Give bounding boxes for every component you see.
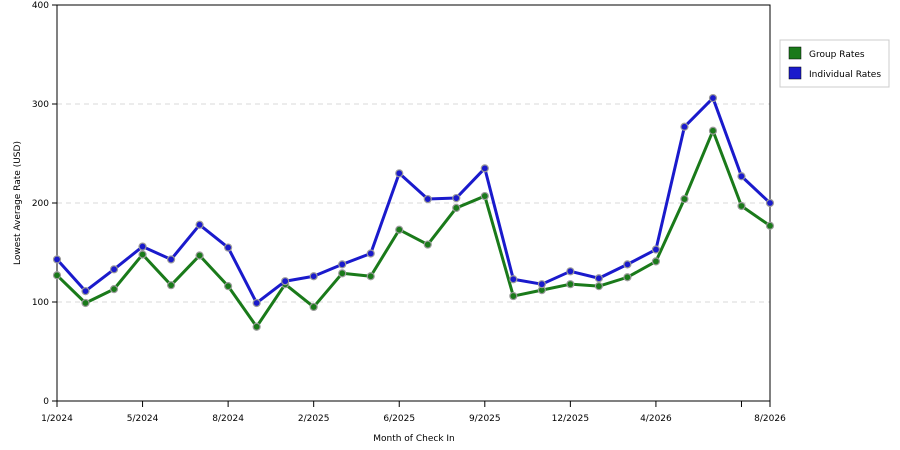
x-tick-label: 4/2026	[640, 414, 672, 424]
x-tick-label: 12/2025	[552, 414, 589, 424]
series-layer	[52, 93, 775, 331]
data-point-individual-rates	[338, 260, 347, 269]
data-point-individual-rates	[680, 122, 689, 131]
data-point-group-rates	[138, 250, 147, 259]
x-tick-label: 2/2025	[298, 414, 330, 424]
data-point-group-rates	[623, 273, 632, 282]
data-point-group-rates	[737, 201, 746, 211]
data-point-individual-rates	[252, 298, 261, 308]
data-point-individual-rates	[395, 169, 404, 178]
data-point-individual-rates	[81, 287, 90, 296]
data-point-individual-rates	[509, 275, 518, 284]
y-tick-label: 300	[32, 100, 49, 110]
data-point-individual-rates	[309, 272, 318, 281]
data-point-group-rates	[452, 203, 461, 213]
x-axis: 1/2024 5/2024 8/2024 2/2025 6/2025 9/2025 12/2…	[41, 401, 786, 424]
x-tick-label: 6/2025	[383, 414, 415, 424]
data-point-individual-rates	[737, 172, 746, 181]
x-tick-label: 5/2024	[127, 414, 159, 424]
data-point-group-rates	[309, 302, 318, 312]
data-point-group-rates	[109, 285, 119, 294]
y-tick-label: 100	[32, 298, 49, 308]
data-point-individual-rates	[166, 255, 176, 264]
data-point-group-rates	[366, 272, 375, 281]
data-point-group-rates	[224, 282, 233, 291]
data-point-group-rates	[594, 282, 603, 291]
legend-label-individual-rates: Individual Rates	[809, 70, 881, 80]
data-point-individual-rates	[52, 255, 62, 264]
data-point-individual-rates	[366, 249, 375, 258]
data-point-individual-rates	[423, 194, 432, 204]
series-line-individual-rates	[55, 96, 772, 305]
data-point-group-rates	[765, 221, 775, 230]
series-line-group-rates	[55, 129, 771, 329]
data-point-individual-rates	[195, 220, 204, 229]
legend-swatch-group-rates	[788, 46, 802, 60]
data-point-individual-rates	[537, 280, 546, 289]
data-point-group-rates	[566, 280, 575, 289]
data-point-group-rates	[480, 191, 489, 201]
data-point-group-rates	[509, 291, 518, 301]
data-point-group-rates	[52, 271, 62, 280]
data-point-group-rates	[680, 194, 689, 204]
data-point-group-rates	[651, 257, 661, 266]
data-point-individual-rates	[452, 193, 461, 203]
data-point-group-rates	[395, 225, 404, 234]
y-tick-label: 400	[32, 1, 49, 11]
x-tick-label: 8/2026	[754, 414, 786, 424]
legend-label-group-rates: Group Rates	[809, 50, 865, 60]
x-tick-label: 9/2025	[469, 414, 501, 424]
data-point-group-rates	[195, 251, 204, 260]
data-point-individual-rates	[138, 242, 147, 251]
data-point-group-rates	[166, 281, 176, 290]
data-point-individual-rates	[224, 243, 233, 252]
data-point-group-rates	[338, 269, 347, 278]
data-point-individual-rates	[109, 265, 119, 274]
data-point-individual-rates	[566, 267, 575, 276]
data-point-individual-rates	[594, 274, 603, 283]
data-point-individual-rates	[281, 277, 290, 286]
x-tick-label: 1/2024	[41, 414, 73, 424]
data-point-group-rates	[423, 240, 432, 249]
data-point-group-rates	[252, 322, 261, 331]
data-point-individual-rates	[623, 260, 632, 269]
data-point-individual-rates	[651, 245, 661, 254]
data-point-group-rates	[81, 298, 90, 308]
data-point-individual-rates	[480, 164, 489, 173]
data-point-group-rates	[708, 126, 718, 135]
y-tick-label: 200	[32, 199, 49, 209]
data-point-individual-rates	[765, 198, 775, 208]
y-axis: 0 100 200 300 400	[32, 1, 57, 407]
grid-lines	[57, 103, 770, 303]
y-tick-label: 0	[43, 397, 49, 407]
y-axis-title: Lowest Average Rate (USD)	[13, 141, 23, 265]
x-axis-title: Month of Check In	[373, 434, 455, 444]
x-tick-label: 8/2024	[212, 414, 244, 424]
legend: Group Rates Individual Rates	[779, 39, 890, 88]
data-point-individual-rates	[708, 93, 718, 103]
legend-swatch-individual-rates	[788, 66, 802, 80]
